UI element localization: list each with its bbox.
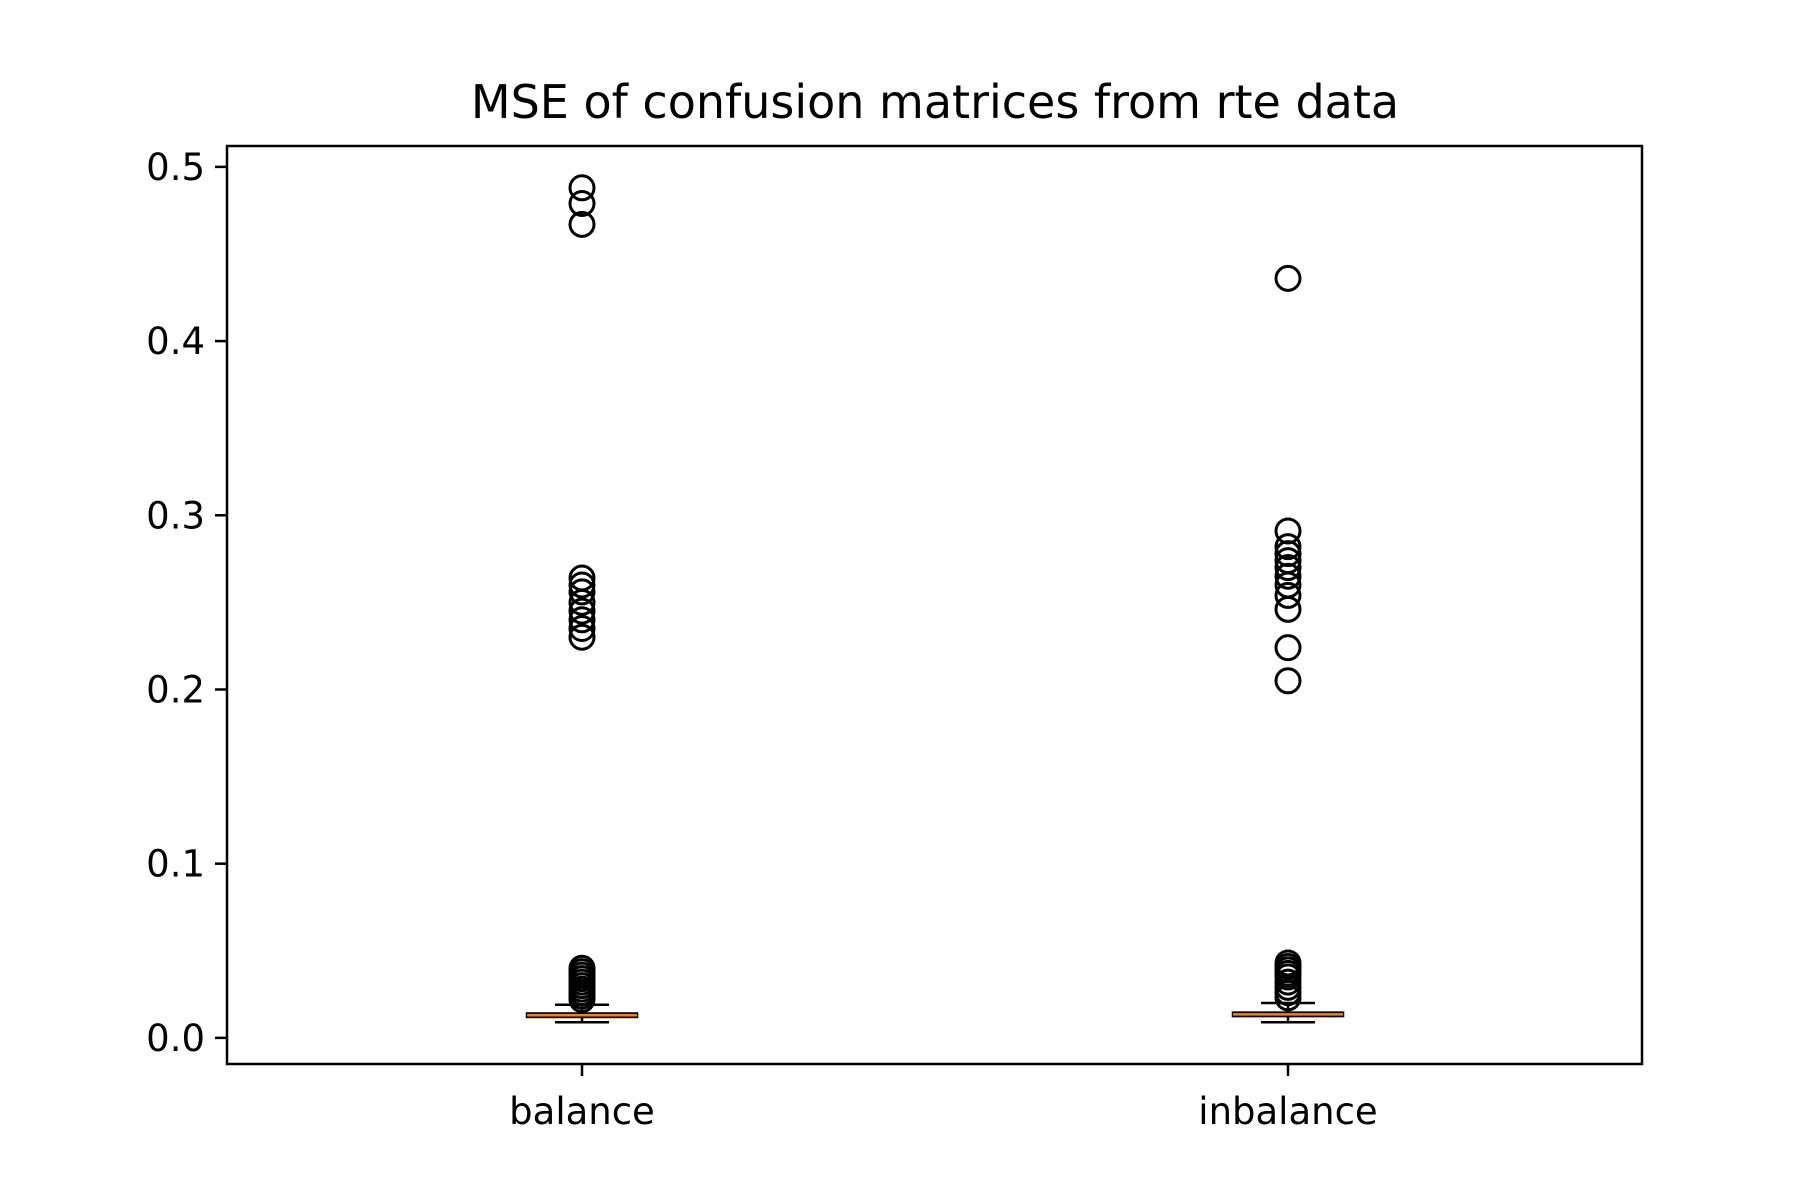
axes-frame [225,144,1644,1066]
outlier-point [568,588,596,616]
box-group-balance [525,174,639,1024]
y-tick-label: 0.0 [146,1017,205,1060]
outlier-point [568,986,596,1014]
outlier-point [1274,533,1302,561]
outlier-point [1274,264,1302,292]
outlier-point [1274,554,1302,582]
outlier-point [1274,634,1302,662]
y-tick-label: 0.1 [146,843,205,886]
outlier-point [568,578,596,606]
y-tick-label: 0.4 [146,320,205,363]
outlier-point [1274,562,1302,590]
outlier-point [1274,984,1302,1012]
y-tick-label: 0.5 [146,146,205,189]
outlier-point [1274,581,1302,609]
x-tick-label-balance: balance [509,1090,655,1133]
plot-area [525,174,1345,1024]
x-axis: balance inbalance [509,1064,1378,1133]
y-tick-label: 0.3 [146,494,205,537]
chart-title: MSE of confusion matrices from rte data [471,75,1399,129]
y-axis: 0.0 0.1 0.2 0.3 0.4 0.5 [146,146,227,1060]
outlier-point [568,174,596,202]
outlier-point [568,210,596,238]
outlier-point [1274,595,1302,623]
outlier-point [568,615,596,643]
outlier-point [1274,667,1302,695]
box-group-inbalance [1231,264,1345,1024]
x-tick-label-inbalance: inbalance [1198,1090,1377,1133]
y-tick-label: 0.2 [146,668,205,711]
outlier-point [568,623,596,651]
outlier-point [568,597,596,625]
outlier-point [568,606,596,634]
outlier-point [568,189,596,217]
outlier-point [568,571,596,599]
